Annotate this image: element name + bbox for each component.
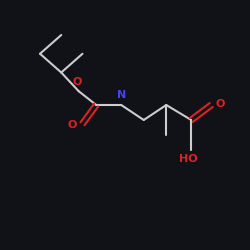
Text: O: O [68,120,77,130]
Text: HO: HO [179,154,198,164]
Text: O: O [216,99,225,109]
Text: N: N [117,90,126,100]
Text: O: O [73,77,82,87]
